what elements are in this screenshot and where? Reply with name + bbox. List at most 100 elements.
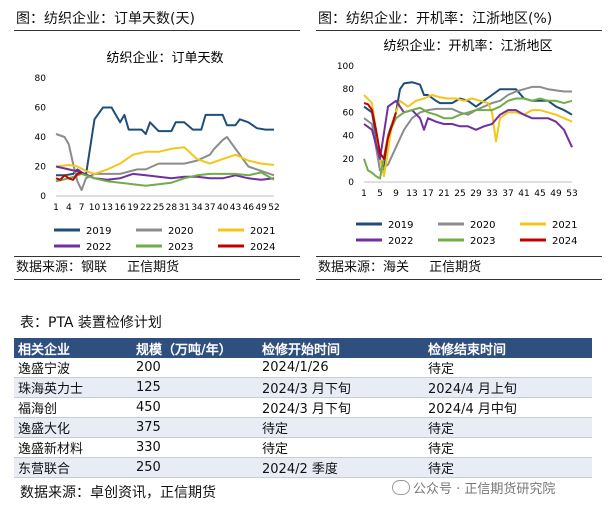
x-tick-label: 16 [114,203,126,213]
legend-label-2020: 2020 [168,226,193,237]
cell-start: 待定 [258,437,424,458]
y-tick-label: 0 [348,178,354,188]
cell-start: 2024/3 月下旬 [258,377,424,398]
series-line-2023 [55,171,275,187]
table-row: 东营联合 250 2024/2 季度 待定 [14,457,592,478]
x-tick-label: 49 [255,203,267,213]
x-tick-label: 43 [230,203,241,213]
cell-capacity: 200 [132,358,258,378]
order-days-panel-header: 图：纺织企业：订单天数(天) [14,8,300,31]
x-tick-label: 45 [534,189,545,199]
x-tick-label: 37 [502,189,513,199]
chart-title: 纺织企业：开机率：江浙地区 [383,38,552,54]
cell-end: 待定 [424,437,592,458]
x-tick-label: 41 [518,189,529,199]
x-tick-label: 25 [153,203,164,213]
x-tick-label: 1 [361,189,367,199]
y-tick-label: 80 [35,74,47,84]
x-tick-label: 25 [454,189,465,199]
cell-company: 逸盛宁波 [14,358,132,378]
header-company: 相关企业 [14,338,132,358]
watermark: 公众号 · 正信期货研究院 [392,478,555,497]
x-tick-label: 34 [191,203,203,213]
operating-rate-source: 数据来源：海关 正信期货 [316,256,602,280]
legend-label-2019: 2019 [86,226,111,237]
x-tick-label: 17 [422,189,433,199]
chart-title: 纺织企业：订单天数 [106,50,223,66]
table-row: 珠海英力士 125 2024/3 月下旬 2024/4 月上旬 [14,377,592,398]
y-tick-label: 80 [343,85,355,95]
legend-label-2022: 2022 [388,236,413,247]
x-tick-label: 7 [79,203,85,213]
wechat-icon [392,480,410,495]
order-days-chart: 纺织企业：订单天数 0 20 40 60 80 1 4 7 10 13 16 19 22 25 28 31 34 3… [35,50,280,253]
x-tick-label: 28 [166,203,178,213]
cell-company: 珠海英力士 [14,377,132,398]
series-line-2024 [55,171,82,181]
x-tick-label: 49 [550,189,562,199]
x-tick-label: 31 [179,203,190,213]
cell-capacity: 125 [132,377,258,398]
operating-rate-chart: 纺织企业：开机率：江浙地区 0 20 40 60 80 100 1 5 9 13 17 21 25 29 33… [337,38,578,247]
order-days-source-org: 正信期货 [127,260,180,275]
series-line-2019 [56,106,274,177]
cell-start: 2024/1/26 [258,358,424,378]
cell-end: 待定 [424,358,592,378]
cell-company: 东营联合 [14,457,132,478]
cell-capacity: 450 [132,397,258,418]
series-line-2021 [55,146,275,175]
y-tick-label: 20 [35,163,47,173]
operating-rate-source-org: 正信期货 [429,260,482,275]
y-tick-label: 40 [35,133,47,143]
table-header-row: 相关企业 规模（万吨/年） 检修开始时间 检修结束时间 [14,338,592,358]
x-tick-label: 37 [204,203,215,213]
cell-start: 2024/3 月下旬 [258,397,424,418]
table-row: 逸盛新材料 330 待定 待定 [14,437,592,458]
order-days-source-label: 数据来源：钢联 [16,260,108,275]
x-tick-label: 9 [393,189,399,199]
x-tick-label: 33 [486,189,497,199]
table-row: 福海创 450 2024/3 月下旬 2024/4 月中旬 [14,397,592,418]
x-tick-label: 13 [406,189,417,199]
legend-label-2019: 2019 [388,220,413,231]
y-tick-label: 60 [35,104,47,114]
x-tick-label: 4 [66,203,72,213]
cell-company: 福海创 [14,397,132,418]
legend-label-2024: 2024 [552,236,577,247]
table-row: 逸盛宁波 200 2024/1/26 待定 [14,358,592,378]
table-caption: 表：PTA 装置检修计划 [20,315,162,331]
y-tick-label: 40 [343,132,355,142]
x-tick-label: 21 [438,189,449,199]
order-days-source: 数据来源：钢联 正信期货 [14,256,300,280]
x-tick-label: 22 [140,203,151,213]
cell-company: 逸盛大化 [14,417,132,438]
cell-end: 待定 [424,417,592,438]
series-line-2021 [363,94,573,178]
x-tick-label: 1 [53,203,59,213]
legend-label-2024: 2024 [250,242,275,253]
cell-end: 2024/4 月上旬 [424,377,592,398]
y-tick-label: 20 [343,155,355,165]
cell-capacity: 250 [132,457,258,478]
operating-rate-panel: 图：纺织企业：开机率：江浙地区(%) 纺织企业：开机率：江浙地区 0 20 40 60 8… [316,8,602,280]
pta-maintenance-table: 相关企业 规模（万吨/年） 检修开始时间 检修结束时间 逸盛宁波 200 2024/… [14,338,592,478]
series-line-2020 [55,133,275,192]
x-tick-label: 53 [566,189,577,199]
y-tick-label: 60 [343,108,355,118]
x-tick-label: 46 [243,203,255,213]
legend-label-2022: 2022 [86,242,111,253]
operating-rate-panel-header: 图：纺织企业：开机率：江浙地区(%) [316,8,602,31]
table-row: 逸盛大化 375 待定 待定 [14,417,592,438]
legend-label-2023: 2023 [168,242,193,253]
legend-label-2020: 2020 [470,220,495,231]
header-capacity: 规模（万吨/年） [132,338,258,358]
header-start-time: 检修开始时间 [258,338,424,358]
watermark-text: 公众号 · 正信期货研究院 [413,482,556,497]
cell-end: 2024/4 月中旬 [424,397,592,418]
y-tick-label: 100 [337,62,354,72]
cell-capacity: 330 [132,437,258,458]
x-tick-label: 52 [268,203,279,213]
legend-label-2021: 2021 [250,226,275,237]
legend-label-2021: 2021 [552,220,577,231]
series-line-2024 [363,102,397,160]
